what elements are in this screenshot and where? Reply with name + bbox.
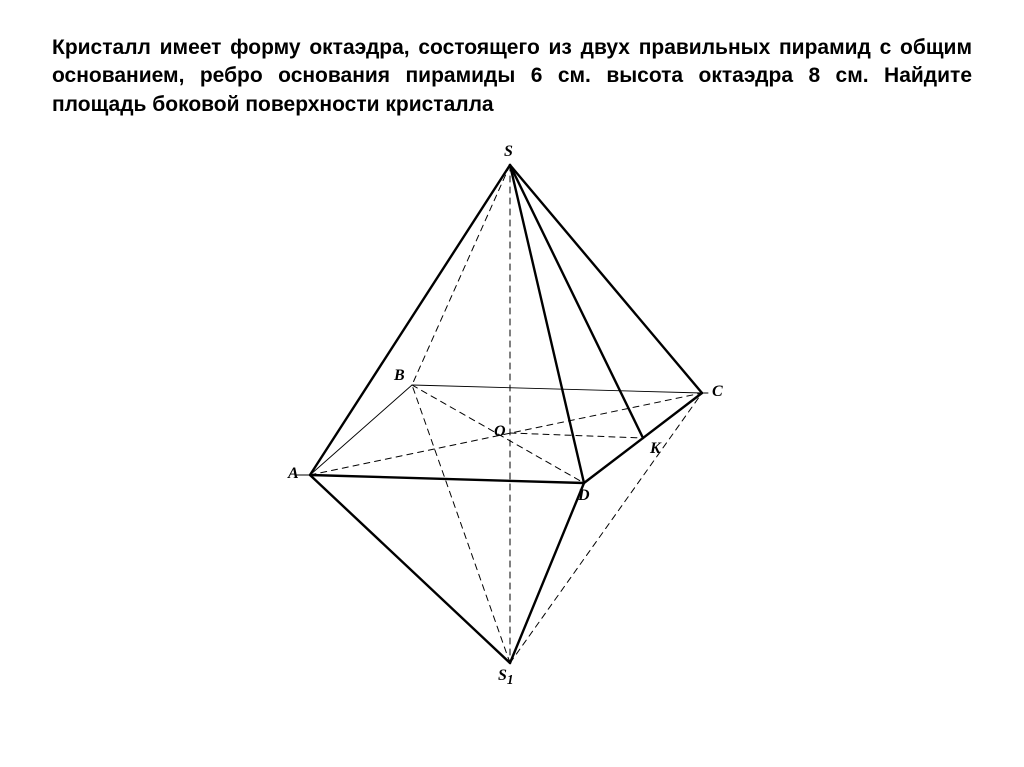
label-S1-sub: 1	[507, 672, 514, 687]
octahedron-figure: S A B C D O K S1	[232, 133, 792, 693]
label-S: S	[504, 143, 513, 161]
label-D: D	[578, 487, 590, 505]
label-K: K	[650, 440, 661, 458]
label-B: B	[394, 367, 405, 385]
label-S1: S1	[498, 667, 514, 688]
label-S1-base: S	[498, 667, 507, 684]
label-O: O	[494, 423, 506, 441]
problem-text: Кристалл имеет форму октаэдра, состоящег…	[52, 34, 972, 119]
figure-container: S A B C D O K S1	[52, 133, 972, 693]
label-C: C	[712, 383, 723, 401]
label-A: A	[288, 465, 299, 483]
